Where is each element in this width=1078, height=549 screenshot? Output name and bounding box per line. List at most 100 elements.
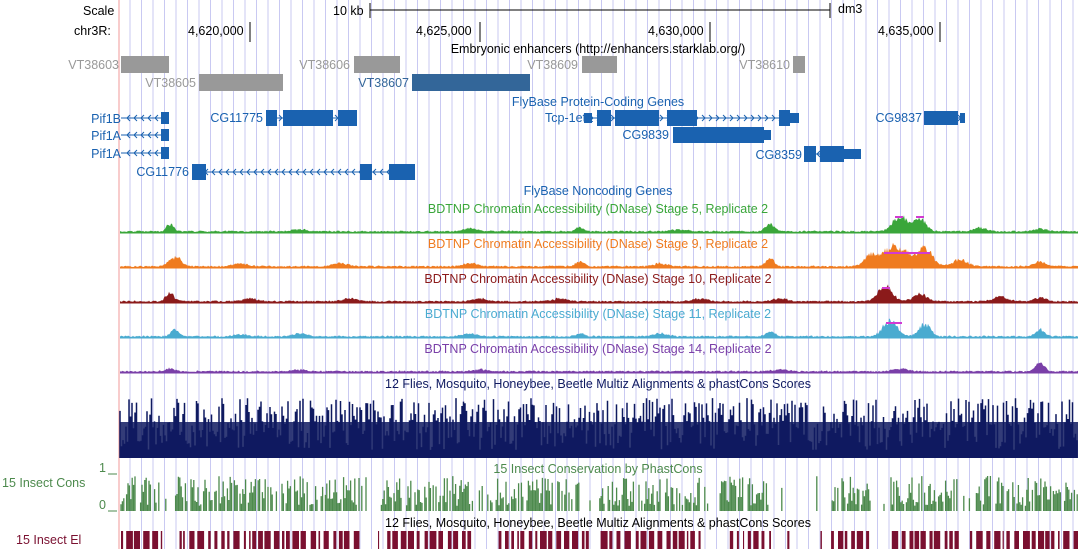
conserved-element: [1058, 531, 1060, 549]
dnase-stage14-title[interactable]: BDTNP Chromatin Accessibility (DNase) St…: [424, 342, 772, 356]
conserved-element: [400, 531, 407, 549]
strand-arrow: [281, 168, 286, 176]
gene-cg11775[interactable]: [266, 110, 357, 126]
strand-arrow: [278, 114, 283, 122]
conserved-element: [517, 531, 519, 549]
conserved-element: [640, 531, 647, 549]
dnase-stage9-title[interactable]: BDTNP Chromatin Accessibility (DNase) St…: [427, 237, 769, 251]
gene-pif1a-2[interactable]: [121, 147, 169, 159]
dnase-stage10-title[interactable]: BDTNP Chromatin Accessibility (DNase) St…: [424, 272, 772, 286]
ruler-tick-label: 4,625,000: [416, 24, 472, 38]
gene-label-cg11775[interactable]: CG11775: [210, 111, 263, 125]
conserved-element: [273, 531, 280, 549]
conserved-element: [1051, 531, 1055, 549]
conserved-element: [249, 531, 251, 549]
enhancer-track-title[interactable]: Embryonic enhancers (http://enhancers.st…: [450, 42, 746, 56]
enhancer-label-vt38603[interactable]: VT38603: [68, 58, 119, 72]
strand-arrow: [253, 168, 258, 176]
conserved-element: [564, 531, 570, 549]
conserved-element: [666, 531, 671, 549]
conserved-element: [343, 531, 350, 549]
strand-arrow: [126, 131, 131, 139]
elements-left-label[interactable]: 15 Insect El: [16, 533, 82, 547]
conserved-element: [838, 531, 844, 549]
conserved-element: [121, 531, 124, 549]
gene-pif1b[interactable]: [121, 112, 169, 124]
flybase-noncoding-track-title[interactable]: FlyBase Noncoding Genes: [523, 184, 673, 198]
enhancer-label-vt38606[interactable]: VT38606: [299, 58, 350, 72]
strand-arrow: [267, 168, 272, 176]
gene-label-pif1a-2[interactable]: Pif1A: [91, 147, 121, 161]
enhancer-label-vt38607[interactable]: VT38607: [358, 76, 409, 90]
gene-label-pif1b[interactable]: Pif1B: [91, 112, 121, 126]
enhancer-vt38603[interactable]: [121, 56, 169, 73]
dnase-stage5-signal: [120, 215, 1078, 233]
gene-label-tcp-1eta[interactable]: Tcp-1eta: [545, 111, 593, 125]
gene-cg11776[interactable]: [192, 164, 415, 180]
exon: [790, 113, 799, 123]
conserved-element: [986, 531, 991, 549]
strand-arrow: [316, 168, 321, 176]
gene-label-cg8359[interactable]: CG8359: [755, 148, 802, 162]
gene-cg9837[interactable]: [924, 111, 965, 125]
gene-tcp-1eta[interactable]: [584, 110, 799, 126]
enhancer-vt38607[interactable]: [412, 74, 530, 91]
enhancer-label-vt38610[interactable]: VT38610: [739, 58, 790, 72]
clipping-marker: [884, 252, 922, 254]
conserved-element: [511, 531, 514, 549]
enhancer-vt38606[interactable]: [354, 56, 400, 73]
conserved-element: [672, 531, 678, 549]
strand-arrow: [764, 114, 769, 122]
gene-label-cg9837[interactable]: CG9837: [875, 111, 922, 125]
conserved-element: [729, 531, 734, 549]
exon: [597, 110, 611, 126]
exon: [360, 164, 372, 180]
strand-arrow: [372, 168, 377, 176]
strand-arrow: [351, 168, 356, 176]
strand-arrow: [295, 168, 300, 176]
gene-cg8359[interactable]: [804, 146, 861, 162]
enhancer-label-vt38605[interactable]: VT38605: [145, 76, 196, 90]
phastcons-left-label[interactable]: 15 Insect Cons: [2, 476, 86, 490]
strand-arrow: [344, 168, 349, 176]
conserved-element: [1006, 531, 1010, 549]
enhancer-vt38610[interactable]: [793, 56, 805, 73]
elements-track-title[interactable]: 12 Flies, Mosquito, Honeybee, Beetle Mul…: [385, 516, 811, 530]
gene-label-cg11776[interactable]: CG11776: [136, 165, 189, 179]
conserved-element: [126, 531, 133, 549]
exon: [266, 110, 277, 126]
multiz-track-title[interactable]: 12 Flies, Mosquito, Honeybee, Beetle Mul…: [385, 377, 811, 391]
gene-cg9839[interactable]: [673, 127, 771, 143]
dnase-stage11-title[interactable]: BDTNP Chromatin Accessibility (DNase) St…: [424, 307, 772, 321]
conserved-element: [747, 531, 751, 549]
enhancer-vt38605[interactable]: [199, 74, 283, 91]
conserved-element: [891, 531, 899, 549]
flybase-coding-track-title[interactable]: FlyBase Protein-Coding Genes: [511, 95, 685, 109]
conserved-element: [753, 531, 759, 549]
phastcons-track-title[interactable]: 15 Insect Conservation by PhastCons: [493, 462, 703, 476]
ruler-tick-label: 4,635,000: [878, 24, 934, 38]
gene-pif1a[interactable]: [121, 129, 169, 141]
phastcons-axis: [108, 473, 117, 512]
enhancer-vt38609[interactable]: [582, 56, 617, 73]
conserved-element: [233, 531, 240, 549]
multiz-fill: [120, 422, 1078, 458]
enhancer-label-vt38609[interactable]: VT38609: [527, 58, 578, 72]
dnase-stage5-title[interactable]: BDTNP Chromatin Accessibility (DNase) St…: [427, 202, 769, 216]
phastcons-wiggle: [120, 476, 1078, 511]
conserved-element: [197, 531, 205, 549]
conserved-element: [933, 531, 941, 549]
exon: [192, 164, 206, 180]
exon: [924, 111, 958, 125]
conserved-element: [214, 531, 218, 549]
clipping-marker: [915, 252, 930, 254]
gene-label-pif1a[interactable]: Pif1A: [91, 129, 121, 143]
strand-arrow: [126, 149, 131, 157]
conserved-element: [635, 531, 639, 549]
strand-arrow: [140, 149, 145, 157]
conserved-element: [227, 531, 230, 549]
gene-label-cg9839[interactable]: CG9839: [622, 128, 669, 142]
phastcons-axis-max: 1: [99, 461, 106, 475]
